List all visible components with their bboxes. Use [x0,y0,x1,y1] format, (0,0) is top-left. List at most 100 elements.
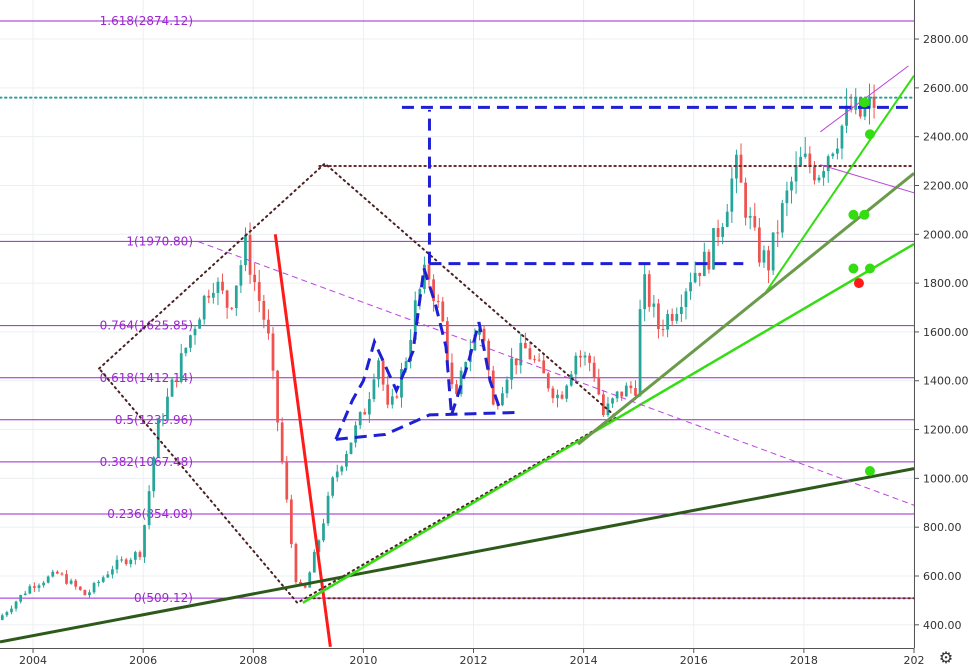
candle-body [14,601,18,609]
candle-body [46,576,50,583]
candle-body [51,571,55,577]
candle-body [840,125,844,149]
candle-body [404,361,408,370]
candle-body [537,359,541,361]
candle-body [280,422,284,462]
price-axis[interactable]: 400.00 600.00 800.00 1000.00 1200.00 1400.00 1… [914,0,969,671]
candle-body [739,154,743,183]
candle-body [294,544,298,583]
candle-body [450,362,454,385]
candle-body [345,453,348,467]
fib-label-1: 1(1970.80) [126,234,193,248]
time-tick-label: 2004 [19,654,47,667]
candle-body [588,355,591,363]
candle-body [239,265,243,286]
candle-body [854,97,858,110]
candle-body [115,559,119,570]
candle-body [712,228,715,270]
candle-body [138,552,142,558]
blue-dashed-pattern-0 [335,410,518,441]
candle-body [312,551,316,573]
candle-body [666,314,669,330]
candle-body [510,358,513,380]
candle-body [748,215,752,218]
red-dot-0 [853,278,864,289]
candle-body [661,329,665,331]
candle-body [395,396,399,398]
candle-body [354,425,357,443]
candle-body [413,300,417,340]
candle-body [400,369,403,398]
price-tick-label: 2600.00 [923,82,969,95]
time-axis-bg [0,648,914,671]
diamond-pattern [98,162,619,605]
candle-body [542,360,546,374]
candle-body [487,340,491,371]
candle-body [771,232,775,271]
candle-body [170,379,174,397]
candle-body [97,581,101,584]
candle-body [794,165,798,182]
candle-body [28,586,32,594]
price-tick-label: 2400.00 [923,131,969,144]
time-tick-label: 2018 [790,654,818,667]
candle-body [445,321,449,363]
candle-body [83,589,87,596]
green-dot-3 [859,209,870,220]
time-tick-label: 2006 [129,654,157,667]
red-decline [273,234,332,647]
candle-body [166,396,169,420]
candle-body [808,153,812,167]
time-tick-label: 2008 [239,654,267,667]
candles [0,83,876,621]
candle-body [111,569,114,575]
candle-body [822,171,825,178]
green-support-2 [764,75,915,294]
time-axis[interactable]: 2004 2006 2008 2010 2012 2014 2016 2018 202 [0,648,925,671]
price-tick-label: 1200.00 [923,424,969,437]
candle-body [647,274,651,307]
fib-label-5: 0.382(1067.48) [100,455,193,469]
candle-body [776,232,780,234]
candle-body [106,574,110,578]
green-dot-0 [859,97,870,108]
candle-body [670,314,674,321]
candle-body [684,291,688,307]
candle-body [799,156,803,166]
candle-body [5,612,9,616]
candle-body [179,353,183,382]
candle-body [657,303,660,330]
candle-body [289,499,293,545]
candle-body [74,580,78,587]
candle-body [615,391,619,399]
candle-body [817,177,821,181]
fib-label-7: 0(509.12) [134,591,193,605]
candle-body [767,250,770,271]
candle-body [322,523,325,541]
candle-body [65,574,68,584]
candle-body [432,279,435,301]
candle-body [202,295,206,320]
settings-gear-icon[interactable]: ⚙ [938,648,954,667]
candle-body [482,328,486,341]
price-tick-label: 1400.00 [923,375,969,388]
candle-body [262,300,266,320]
candle-body [583,355,587,358]
candle-body [464,361,468,371]
candle-body [790,181,793,191]
candle-body [707,251,711,270]
candle-body [835,148,839,154]
candle-body [326,495,330,524]
price-axis-bg [914,0,969,671]
candle-body [611,398,614,404]
candle-body [638,309,642,396]
candle-body [0,615,4,620]
candle-body [441,301,445,322]
candle-body [88,592,91,596]
green-support-1 [302,242,915,604]
candle-body [730,178,734,212]
price-tick-label: 600.00 [923,570,962,583]
candle-body [244,234,247,266]
price-tick-label: 400.00 [923,619,962,632]
